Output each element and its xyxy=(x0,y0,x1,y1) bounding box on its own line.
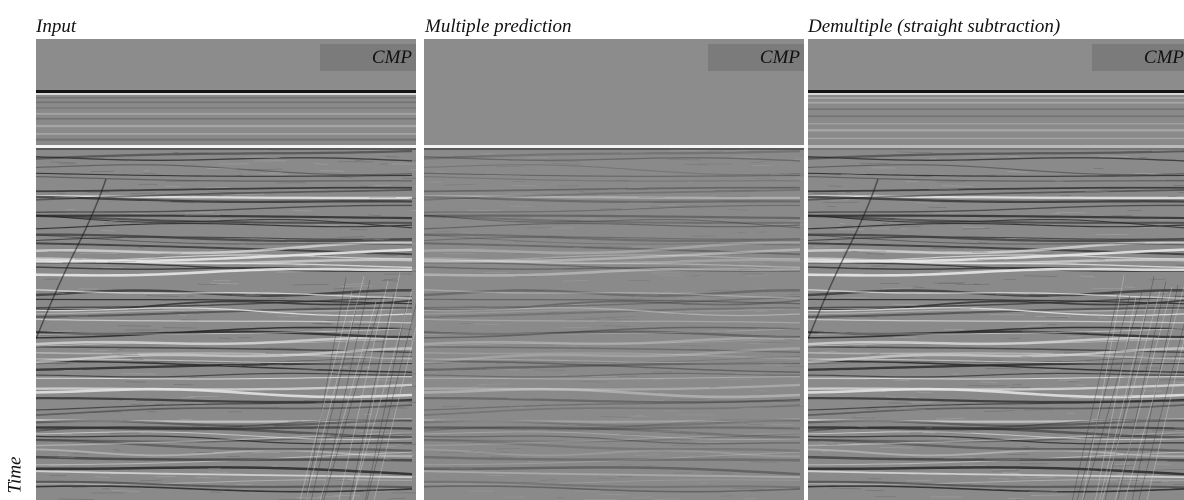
seismic-section-demultiple xyxy=(808,39,1184,500)
seismic-panel-multiple-prediction: CMP xyxy=(424,39,804,500)
y-axis-label-time: Time xyxy=(4,452,29,498)
seismic-panel-demultiple: CMP xyxy=(808,39,1184,500)
seismic-section-multiple-prediction xyxy=(424,39,804,500)
cmp-label: CMP xyxy=(708,44,804,71)
cmp-label: CMP xyxy=(1092,44,1184,71)
seismic-section-input xyxy=(36,39,416,500)
panel-title-input: Input xyxy=(36,16,77,37)
seismic-panel-input: CMP xyxy=(36,39,416,500)
panel-title-multiple-prediction: Multiple prediction xyxy=(425,16,572,37)
panel-title-demultiple: Demultiple (straight subtraction) xyxy=(808,16,1061,37)
y-axis-label: Time xyxy=(4,456,26,494)
cmp-label: CMP xyxy=(320,44,416,71)
